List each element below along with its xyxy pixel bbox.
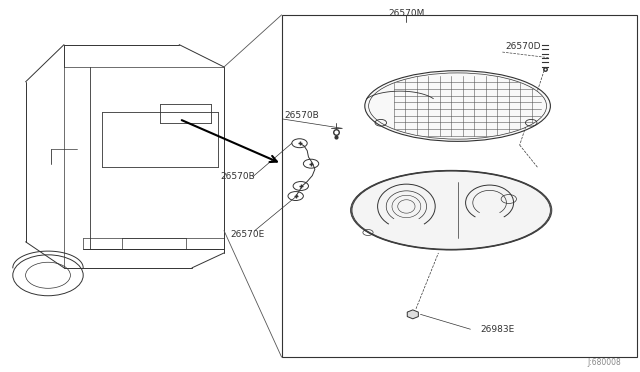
Polygon shape [407,310,419,319]
Text: J:680008: J:680008 [587,358,621,367]
Text: 26570B: 26570B [221,172,255,181]
Ellipse shape [352,171,550,249]
Text: 26570B: 26570B [285,111,319,120]
Text: 26570E: 26570E [230,230,265,239]
Text: 26570M: 26570M [388,9,424,17]
Bar [282,15,637,357]
Text: 26983E: 26983E [480,325,515,334]
Ellipse shape [365,71,550,141]
Text: 26570D: 26570D [506,42,541,51]
Ellipse shape [369,73,547,139]
